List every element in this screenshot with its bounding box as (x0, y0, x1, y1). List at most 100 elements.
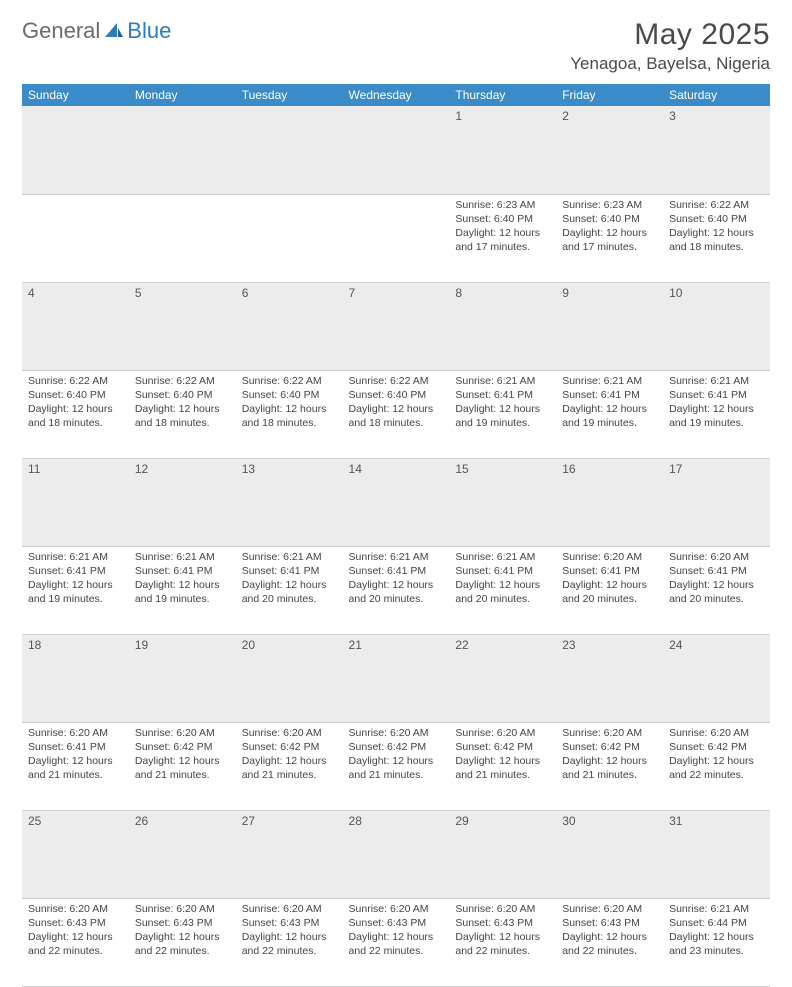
sunset-line: Sunset: 6:42 PM (349, 740, 444, 754)
sunrise-line: Sunrise: 6:21 AM (669, 902, 764, 916)
daylight-line: Daylight: 12 hours and 18 minutes. (28, 402, 123, 430)
daynum-cell: 4 (22, 282, 129, 370)
daynum-cell: 6 (236, 282, 343, 370)
day-number: 1 (449, 106, 556, 126)
daynum-cell: 21 (343, 634, 450, 722)
day-cell: Sunrise: 6:20 AMSunset: 6:43 PMDaylight:… (129, 899, 236, 965)
daynum-cell (343, 106, 450, 194)
sunset-line: Sunset: 6:43 PM (349, 916, 444, 930)
daynum-cell: 25 (22, 810, 129, 898)
day-cell: Sunrise: 6:21 AMSunset: 6:41 PMDaylight:… (129, 547, 236, 613)
daybody-cell: Sunrise: 6:20 AMSunset: 6:43 PMDaylight:… (449, 898, 556, 986)
daybody-cell: Sunrise: 6:21 AMSunset: 6:41 PMDaylight:… (236, 546, 343, 634)
sunset-line: Sunset: 6:44 PM (669, 916, 764, 930)
daylight-line: Daylight: 12 hours and 20 minutes. (242, 578, 337, 606)
sunrise-line: Sunrise: 6:20 AM (242, 726, 337, 740)
daybody-cell: Sunrise: 6:20 AMSunset: 6:41 PMDaylight:… (663, 546, 770, 634)
daylight-line: Daylight: 12 hours and 17 minutes. (455, 226, 550, 254)
sunrise-line: Sunrise: 6:20 AM (562, 726, 657, 740)
day-number: 23 (556, 635, 663, 655)
sunrise-line: Sunrise: 6:23 AM (455, 198, 550, 212)
daynum-cell: 8 (449, 282, 556, 370)
daynum-cell: 26 (129, 810, 236, 898)
daylight-line: Daylight: 12 hours and 18 minutes. (242, 402, 337, 430)
daynum-cell: 12 (129, 458, 236, 546)
day-number: 12 (129, 459, 236, 479)
day-number: 22 (449, 635, 556, 655)
daybody-cell: Sunrise: 6:22 AMSunset: 6:40 PMDaylight:… (236, 370, 343, 458)
day-cell: Sunrise: 6:22 AMSunset: 6:40 PMDaylight:… (343, 371, 450, 437)
daybody-cell: Sunrise: 6:20 AMSunset: 6:42 PMDaylight:… (343, 722, 450, 810)
daylight-line: Daylight: 12 hours and 22 minutes. (28, 930, 123, 958)
daynum-cell: 22 (449, 634, 556, 722)
sunrise-line: Sunrise: 6:20 AM (669, 550, 764, 564)
daybody-cell: Sunrise: 6:20 AMSunset: 6:42 PMDaylight:… (663, 722, 770, 810)
sunset-line: Sunset: 6:40 PM (242, 388, 337, 402)
sunset-line: Sunset: 6:42 PM (242, 740, 337, 754)
day-cell: Sunrise: 6:20 AMSunset: 6:42 PMDaylight:… (343, 723, 450, 789)
daybody-cell: Sunrise: 6:20 AMSunset: 6:41 PMDaylight:… (22, 722, 129, 810)
daylight-line: Daylight: 12 hours and 22 minutes. (242, 930, 337, 958)
daynum-cell: 19 (129, 634, 236, 722)
daynum-cell: 27 (236, 810, 343, 898)
daybody-cell: Sunrise: 6:20 AMSunset: 6:43 PMDaylight:… (236, 898, 343, 986)
daybody-cell: Sunrise: 6:20 AMSunset: 6:42 PMDaylight:… (449, 722, 556, 810)
day-number: 28 (343, 811, 450, 831)
day-number: 3 (663, 106, 770, 126)
day-cell: Sunrise: 6:22 AMSunset: 6:40 PMDaylight:… (236, 371, 343, 437)
day-number: 4 (22, 283, 129, 303)
day-number: 15 (449, 459, 556, 479)
day-number: 29 (449, 811, 556, 831)
sunset-line: Sunset: 6:40 PM (562, 212, 657, 226)
sunrise-line: Sunrise: 6:21 AM (455, 550, 550, 564)
daylight-line: Daylight: 12 hours and 21 minutes. (28, 754, 123, 782)
sunset-line: Sunset: 6:42 PM (669, 740, 764, 754)
sunset-line: Sunset: 6:41 PM (28, 564, 123, 578)
daynum-cell: 23 (556, 634, 663, 722)
daylight-line: Daylight: 12 hours and 19 minutes. (28, 578, 123, 606)
sunset-line: Sunset: 6:41 PM (669, 388, 764, 402)
daybody-cell: Sunrise: 6:21 AMSunset: 6:41 PMDaylight:… (556, 370, 663, 458)
day-cell: Sunrise: 6:21 AMSunset: 6:41 PMDaylight:… (449, 547, 556, 613)
sunset-line: Sunset: 6:40 PM (28, 388, 123, 402)
sunrise-line: Sunrise: 6:21 AM (135, 550, 230, 564)
daylight-line: Daylight: 12 hours and 17 minutes. (562, 226, 657, 254)
sunrise-line: Sunrise: 6:20 AM (349, 726, 444, 740)
day-number: 19 (129, 635, 236, 655)
daybody-cell: Sunrise: 6:21 AMSunset: 6:41 PMDaylight:… (449, 370, 556, 458)
daylight-line: Daylight: 12 hours and 20 minutes. (669, 578, 764, 606)
sunrise-line: Sunrise: 6:21 AM (669, 374, 764, 388)
day-cell: Sunrise: 6:20 AMSunset: 6:43 PMDaylight:… (236, 899, 343, 965)
day-header: Monday (129, 84, 236, 106)
sunset-line: Sunset: 6:42 PM (455, 740, 550, 754)
day-cell: Sunrise: 6:21 AMSunset: 6:44 PMDaylight:… (663, 899, 770, 965)
sunrise-line: Sunrise: 6:20 AM (28, 902, 123, 916)
day-number: 6 (236, 283, 343, 303)
daybody-cell: Sunrise: 6:23 AMSunset: 6:40 PMDaylight:… (449, 194, 556, 282)
sunset-line: Sunset: 6:42 PM (135, 740, 230, 754)
daynum-cell: 28 (343, 810, 450, 898)
day-cell: Sunrise: 6:21 AMSunset: 6:41 PMDaylight:… (663, 371, 770, 437)
daybody-cell: Sunrise: 6:21 AMSunset: 6:44 PMDaylight:… (663, 898, 770, 986)
day-cell: Sunrise: 6:22 AMSunset: 6:40 PMDaylight:… (663, 195, 770, 261)
daynum-cell: 31 (663, 810, 770, 898)
daybody-cell: Sunrise: 6:21 AMSunset: 6:41 PMDaylight:… (449, 546, 556, 634)
daybody-cell: Sunrise: 6:21 AMSunset: 6:41 PMDaylight:… (129, 546, 236, 634)
daylight-line: Daylight: 12 hours and 19 minutes. (135, 578, 230, 606)
sunrise-line: Sunrise: 6:20 AM (28, 726, 123, 740)
daynum-cell: 15 (449, 458, 556, 546)
daylight-line: Daylight: 12 hours and 18 minutes. (135, 402, 230, 430)
day-number: 16 (556, 459, 663, 479)
daybody-cell (22, 194, 129, 282)
brand-sail-icon (104, 22, 124, 40)
sunrise-line: Sunrise: 6:22 AM (135, 374, 230, 388)
brand-part2: Blue (127, 18, 171, 44)
sunrise-line: Sunrise: 6:20 AM (562, 902, 657, 916)
sunset-line: Sunset: 6:43 PM (562, 916, 657, 930)
day-cell: Sunrise: 6:20 AMSunset: 6:41 PMDaylight:… (22, 723, 129, 789)
daybody-cell: Sunrise: 6:22 AMSunset: 6:40 PMDaylight:… (22, 370, 129, 458)
day-header: Friday (556, 84, 663, 106)
daynum-cell: 9 (556, 282, 663, 370)
day-cell: Sunrise: 6:20 AMSunset: 6:41 PMDaylight:… (663, 547, 770, 613)
day-number: 20 (236, 635, 343, 655)
